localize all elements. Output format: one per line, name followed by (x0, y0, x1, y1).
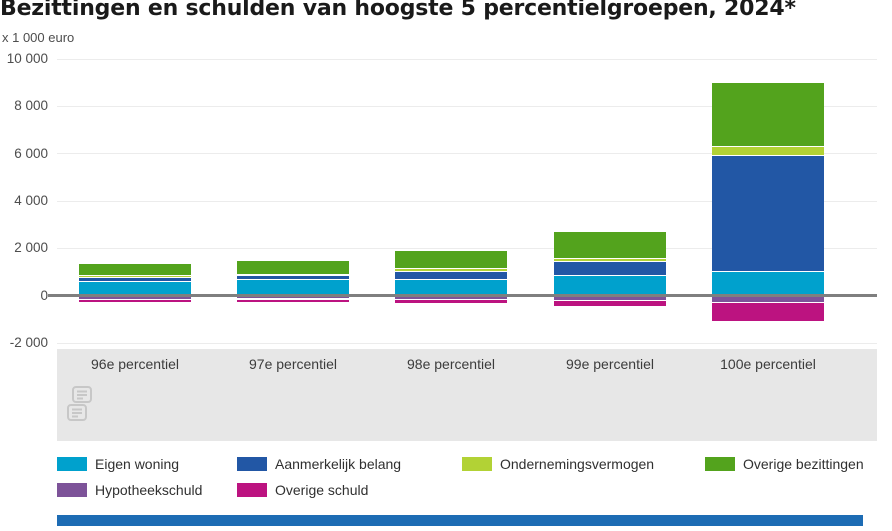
segment-99e-percentiel-hypotheekschuld (554, 295, 666, 301)
unit-label: x 1 000 euro (2, 30, 75, 45)
category-label-97e-percentiel: 97e percentiel (249, 356, 337, 372)
legend-swatch-overige-bezittingen (705, 456, 735, 471)
legend-label: Overige schuld (275, 481, 369, 498)
segment-100e-percentiel-eigen-woning (712, 272, 824, 296)
legend-label: Eigen woning (95, 455, 180, 472)
legend-swatch-overige-schuld (237, 482, 267, 497)
gridline-10000 (57, 58, 877, 60)
segment-99e-percentiel-aanmerkelijk-belang (554, 262, 666, 277)
segment-97e-percentiel-aanmerkelijk-belang (237, 275, 349, 280)
segment-98e-percentiel-eigen-woning (395, 280, 507, 296)
legend-label: Ondernemingsvermogen (500, 455, 655, 472)
legend-item-hypotheekschuld[interactable]: Hypotheekschuld (57, 481, 203, 498)
segment-97e-percentiel-overige-schuld (237, 298, 349, 303)
segment-99e-percentiel-ondernemingsvermogen (554, 258, 666, 263)
segment-98e-percentiel-ondernemingsvermogen (395, 269, 507, 273)
segment-96e-percentiel-hypotheekschuld (79, 295, 191, 299)
segment-96e-percentiel-aanmerkelijk-belang (79, 278, 191, 282)
y-tick-label: 0 (40, 287, 48, 303)
y-tick-label: 6 000 (14, 145, 48, 161)
y-tick-label: 10 000 (6, 51, 48, 66)
segment-98e-percentiel-aanmerkelijk-belang (395, 272, 507, 281)
legend-item-ondernemingsvermogen[interactable]: Ondernemingsvermogen (462, 455, 655, 472)
zero-line (48, 294, 877, 298)
y-tick-label: 2 000 (14, 240, 48, 256)
legend-item-aanmerkelijk-belang[interactable]: Aanmerkelijk belang (237, 455, 402, 472)
category-label-96e-percentiel: 96e percentiel (91, 356, 179, 372)
segment-98e-percentiel-overige-schuld (395, 299, 507, 304)
segment-97e-percentiel-overige-bezittingen (237, 260, 349, 275)
cbs-logo (67, 386, 92, 421)
segment-99e-percentiel-overige-bezittingen (554, 231, 666, 259)
bottom-accent-bar (57, 515, 863, 526)
segment-100e-percentiel-ondernemingsvermogen (712, 146, 824, 157)
legend-item-eigen-woning[interactable]: Eigen woning (57, 455, 180, 472)
plot-area (48, 58, 877, 344)
segment-96e-percentiel-overige-schuld (79, 298, 191, 302)
legend-label: Overige bezittingen (743, 455, 864, 472)
legend-swatch-eigen-woning (57, 456, 87, 471)
gridline--2000 (57, 342, 877, 344)
y-axis: 10 000 8 000 6 000 4 000 2 000 0 -2 000 (0, 51, 48, 350)
y-tick-label: -2 000 (9, 335, 48, 350)
gridline-2000 (57, 247, 877, 249)
gridline-6000 (57, 153, 877, 155)
segment-98e-percentiel-overige-bezittingen (395, 251, 507, 270)
legend-label: Hypotheekschuld (95, 481, 203, 498)
y-tick-label: 4 000 (14, 193, 48, 208)
legend-label: Aanmerkelijk belang (275, 455, 402, 472)
segment-100e-percentiel-hypotheekschuld (712, 295, 824, 302)
segment-100e-percentiel-overige-bezittingen (712, 82, 824, 147)
segment-96e-percentiel-eigen-woning (79, 281, 191, 296)
category-label-100e-percentiel: 100e percentiel (720, 356, 816, 372)
segment-96e-percentiel-overige-bezittingen (79, 264, 191, 276)
legend-item-overige-schuld[interactable]: Overige schuld (237, 481, 369, 498)
gridline-8000 (57, 105, 877, 107)
segment-100e-percentiel-aanmerkelijk-belang (712, 156, 824, 272)
y-tick-label: 8 000 (14, 98, 48, 114)
legend-swatch-hypotheekschuld (57, 482, 87, 497)
legend-swatch-aanmerkelijk-belang (237, 456, 267, 471)
legend-item-overige-bezittingen[interactable]: Overige bezittingen (705, 455, 864, 472)
category-label-98e-percentiel: 98e percentiel (407, 356, 495, 372)
gridline-4000 (57, 200, 877, 202)
x-axis-band: 96e percentiel 97e percentiel 98e percenti… (57, 349, 877, 441)
category-label-99e-percentiel: 99e percentiel (566, 356, 654, 372)
segment-98e-percentiel-hypotheekschuld (395, 295, 507, 300)
segment-96e-percentiel-ondernemingsvermogen (79, 275, 191, 279)
segment-100e-percentiel-overige-schuld (712, 301, 824, 321)
legend-swatch-ondernemingsvermogen (462, 456, 492, 471)
segment-99e-percentiel-eigen-woning (554, 276, 666, 296)
segment-97e-percentiel-eigen-woning (237, 279, 349, 296)
segment-99e-percentiel-overige-schuld (554, 300, 666, 307)
chart-title: Bezittingen en schulden van hoogste 5 pe… (0, 0, 796, 21)
segment-97e-percentiel-ondernemingsvermogen (237, 274, 349, 276)
